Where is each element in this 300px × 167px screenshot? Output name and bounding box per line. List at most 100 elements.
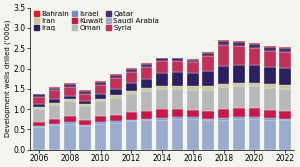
Bar xyxy=(172,117,183,119)
Bar xyxy=(141,119,152,120)
Bar xyxy=(33,104,45,107)
Bar xyxy=(64,84,76,87)
Bar xyxy=(264,46,275,47)
Bar xyxy=(64,122,76,124)
Bar xyxy=(172,86,183,89)
Bar xyxy=(64,101,76,116)
Bar xyxy=(33,127,45,150)
Bar xyxy=(141,91,152,111)
Bar xyxy=(202,52,214,53)
Bar xyxy=(218,66,230,84)
Bar xyxy=(156,61,168,73)
Bar xyxy=(80,101,91,104)
Bar xyxy=(95,124,106,150)
Bar xyxy=(80,120,91,125)
Bar xyxy=(202,86,214,90)
Bar xyxy=(33,122,45,126)
Bar xyxy=(141,120,152,150)
Bar xyxy=(202,90,214,111)
Bar xyxy=(279,85,291,89)
Bar xyxy=(49,124,60,125)
Bar xyxy=(141,88,152,91)
Bar xyxy=(218,40,230,41)
Bar xyxy=(49,125,60,150)
Bar xyxy=(218,45,230,66)
Bar xyxy=(95,122,106,124)
Bar xyxy=(187,119,199,150)
Bar xyxy=(172,89,183,109)
Bar xyxy=(279,111,291,119)
Bar xyxy=(156,86,168,89)
Bar xyxy=(156,89,168,109)
Bar xyxy=(172,119,183,150)
Bar xyxy=(80,94,91,101)
Bar xyxy=(95,99,106,101)
Bar xyxy=(125,121,137,150)
Bar xyxy=(95,85,106,94)
Y-axis label: Development wells drilled ('000s): Development wells drilled ('000s) xyxy=(4,20,11,137)
Bar xyxy=(279,89,291,111)
Bar xyxy=(125,91,137,94)
Bar xyxy=(218,118,230,120)
Bar xyxy=(264,67,275,84)
Bar xyxy=(125,94,137,112)
Bar xyxy=(172,109,183,117)
Bar xyxy=(110,75,122,78)
Bar xyxy=(110,74,122,75)
Bar xyxy=(249,117,260,119)
Bar xyxy=(95,94,106,99)
Bar xyxy=(64,87,76,96)
Bar xyxy=(249,86,260,108)
Bar xyxy=(249,108,260,117)
Bar xyxy=(264,118,275,120)
Legend: Bahrain, Iran, Iraq, Israel, Kuwait, Oman, Qatar, Saudi Arabia, Syria: Bahrain, Iran, Iraq, Israel, Kuwait, Oma… xyxy=(33,10,160,32)
Bar xyxy=(279,48,291,52)
Bar xyxy=(110,78,122,89)
Bar xyxy=(49,103,60,105)
Bar xyxy=(33,97,45,104)
Bar xyxy=(187,73,199,86)
Bar xyxy=(264,110,275,118)
Bar xyxy=(233,42,245,46)
Bar xyxy=(218,109,230,118)
Bar xyxy=(49,87,60,88)
Bar xyxy=(64,96,76,99)
Bar xyxy=(202,71,214,86)
Bar xyxy=(279,52,291,68)
Bar xyxy=(110,95,122,98)
Bar xyxy=(187,110,199,117)
Bar xyxy=(110,89,122,95)
Bar xyxy=(95,116,106,122)
Bar xyxy=(187,59,199,60)
Bar xyxy=(80,91,91,94)
Bar xyxy=(64,99,76,101)
Bar xyxy=(33,126,45,127)
Bar xyxy=(110,123,122,150)
Bar xyxy=(110,121,122,123)
Bar xyxy=(187,86,199,90)
Bar xyxy=(202,56,214,71)
Bar xyxy=(233,117,245,119)
Bar xyxy=(125,112,137,120)
Bar xyxy=(110,98,122,115)
Bar xyxy=(249,43,260,44)
Bar xyxy=(125,120,137,121)
Bar xyxy=(33,94,45,95)
Bar xyxy=(233,86,245,108)
Bar xyxy=(125,68,137,69)
Bar xyxy=(156,58,168,61)
Bar xyxy=(95,81,106,85)
Bar xyxy=(187,62,199,73)
Bar xyxy=(264,120,275,150)
Bar xyxy=(218,41,230,45)
Bar xyxy=(172,58,183,61)
Bar xyxy=(279,47,291,48)
Bar xyxy=(202,120,214,150)
Bar xyxy=(279,120,291,150)
Bar xyxy=(141,64,152,67)
Bar xyxy=(80,126,91,150)
Bar xyxy=(141,67,152,79)
Bar xyxy=(64,83,76,84)
Bar xyxy=(156,73,168,86)
Bar xyxy=(202,111,214,119)
